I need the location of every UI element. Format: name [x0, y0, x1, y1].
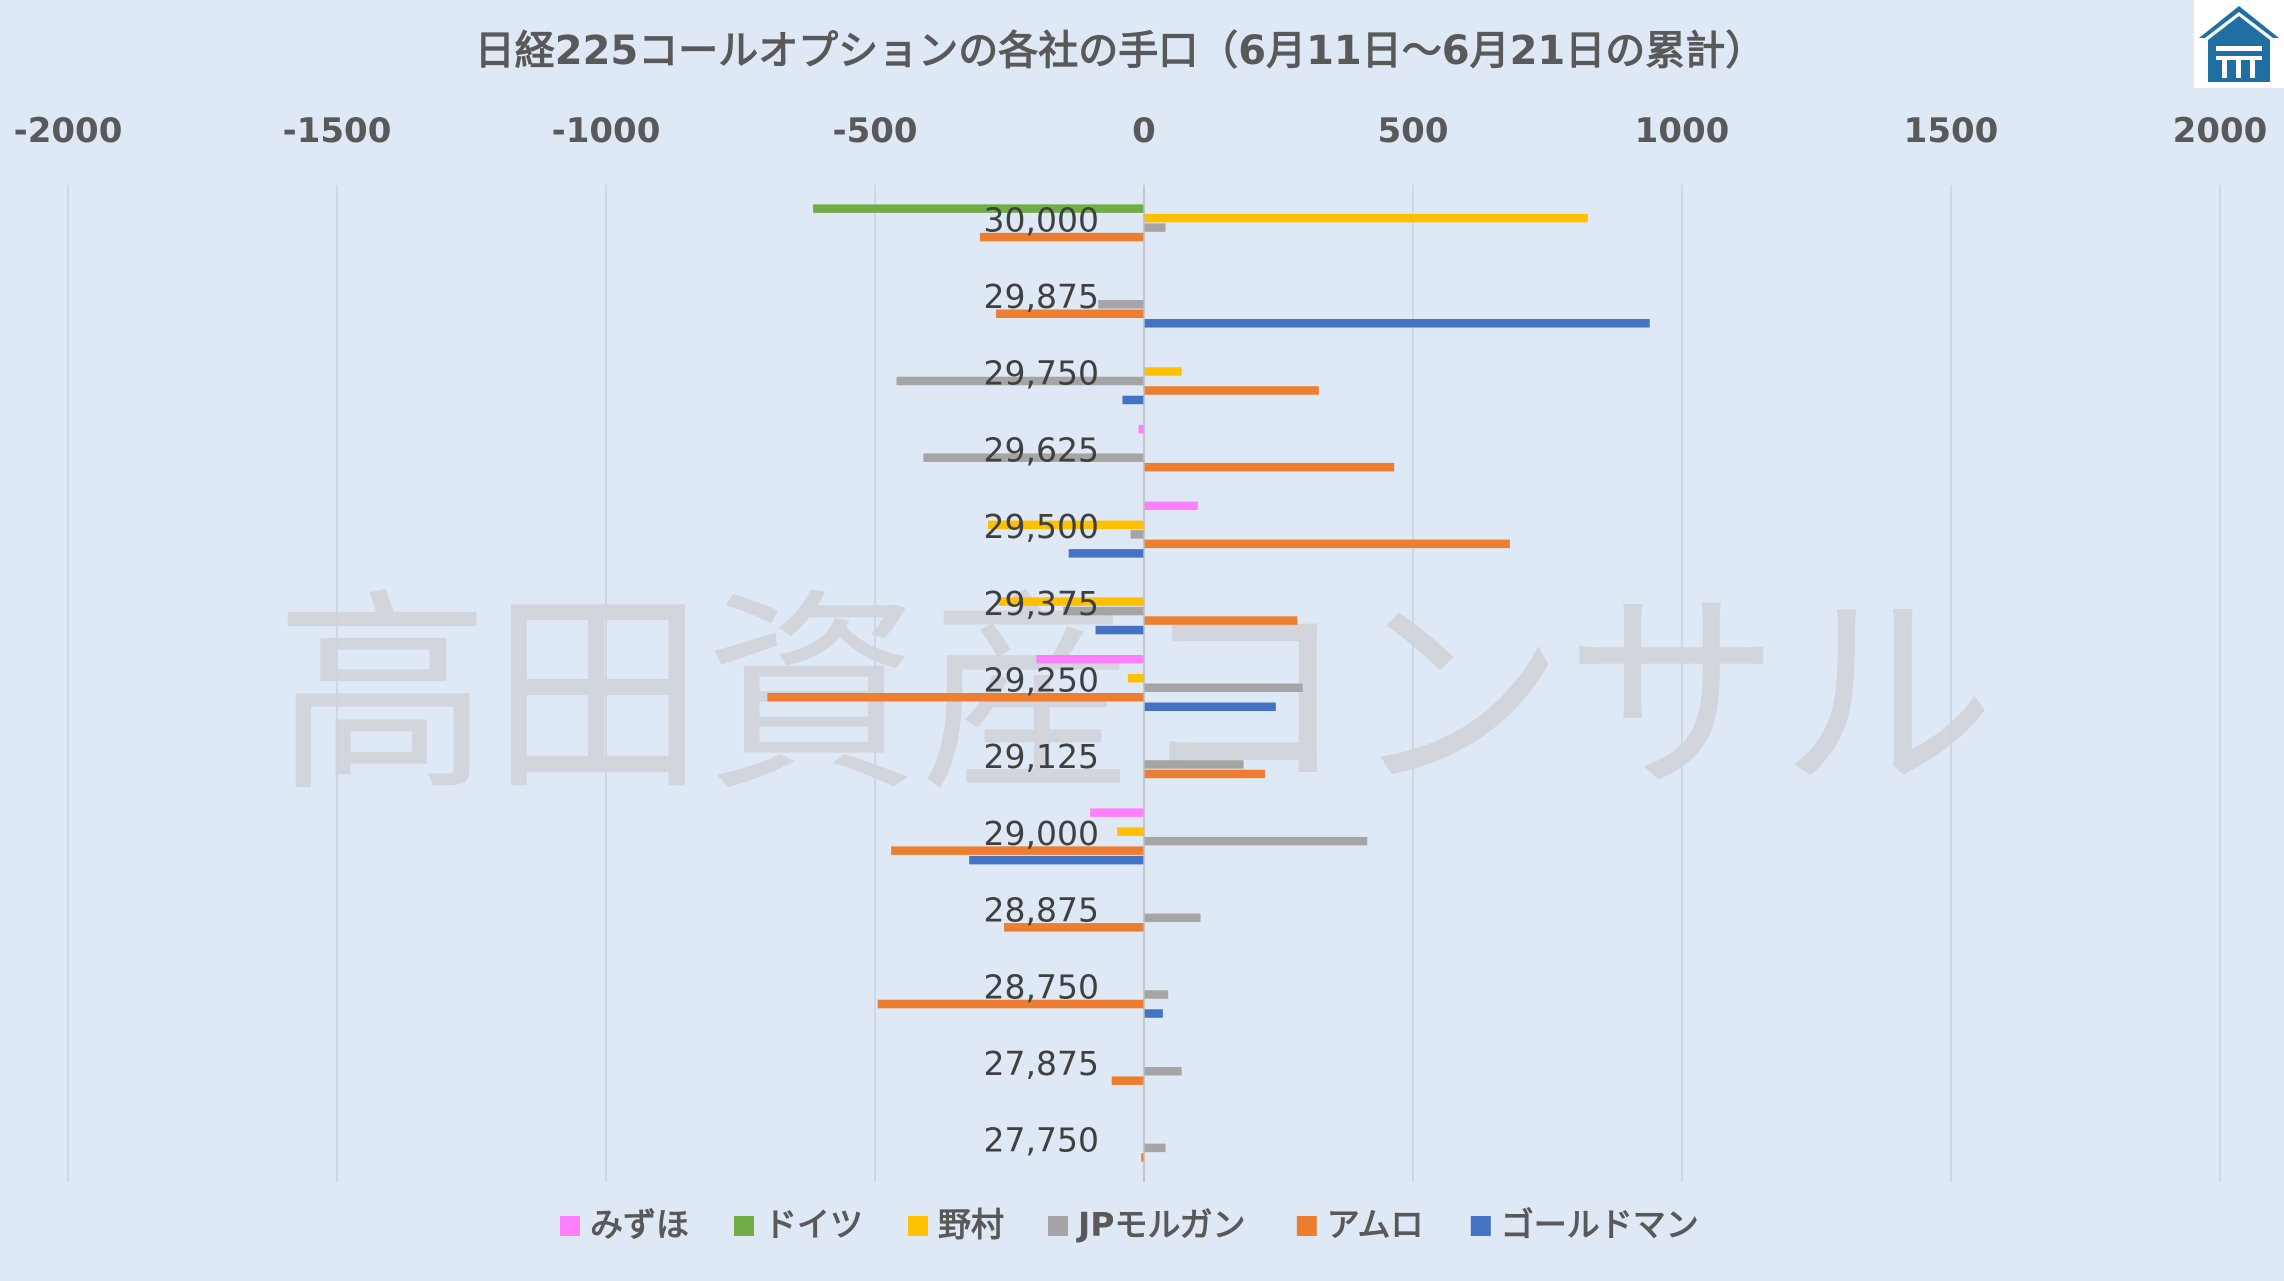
category-label: 29,875	[984, 277, 1099, 316]
x-tick-label: -1000	[552, 111, 661, 151]
x-tick-label: 500	[1378, 111, 1449, 151]
bar	[1144, 319, 1650, 328]
bar	[1130, 530, 1144, 539]
bar	[1098, 300, 1144, 309]
category-label: 29,375	[984, 584, 1099, 623]
bar	[1111, 1076, 1144, 1085]
legend-label: アムロ	[1327, 1205, 1424, 1244]
legend-swatch	[1296, 1216, 1317, 1236]
legend-swatch	[1048, 1216, 1068, 1236]
bar	[987, 520, 1144, 530]
bar	[896, 376, 1144, 386]
bar	[979, 232, 1144, 242]
legend-label: ゴールドマン	[1501, 1205, 1699, 1244]
bar	[1144, 1143, 1166, 1153]
x-tick-label: 1500	[1904, 111, 1999, 151]
bar	[1144, 990, 1169, 999]
category-label: 29,625	[984, 430, 1099, 469]
bar	[1144, 616, 1298, 625]
bar	[1144, 836, 1368, 846]
bar	[1127, 674, 1144, 683]
legend-label: みずほ	[590, 1205, 689, 1244]
x-tick-label: 1000	[1635, 111, 1730, 151]
bar	[1138, 424, 1144, 434]
category-label: 30,000	[984, 200, 1099, 239]
legend-swatch	[560, 1216, 580, 1236]
category-label: 29,000	[984, 814, 1099, 853]
legend-label: 野村	[938, 1205, 1004, 1244]
bar	[1063, 606, 1144, 616]
legend-label: ドイツ	[764, 1205, 863, 1244]
bar	[1141, 1153, 1144, 1162]
bar	[767, 693, 1144, 702]
bar	[1144, 539, 1510, 549]
category-label: 29,250	[984, 661, 1099, 700]
bar	[1090, 808, 1144, 817]
bar	[1144, 386, 1319, 395]
x-tick-label: -2000	[14, 111, 123, 151]
legend-swatch	[908, 1216, 928, 1236]
category-label: 28,750	[984, 967, 1099, 1006]
bar	[923, 453, 1144, 462]
legend-label: JPモルガン	[1076, 1205, 1245, 1244]
bar	[1144, 760, 1244, 769]
category-label: 29,750	[984, 354, 1099, 393]
bar	[969, 855, 1144, 865]
bar	[1144, 683, 1303, 692]
bar	[877, 999, 1144, 1009]
bar	[1144, 1066, 1182, 1076]
bar	[1117, 827, 1144, 836]
bar	[1144, 702, 1276, 711]
bar	[998, 597, 1144, 606]
bar	[1144, 769, 1266, 779]
chart-title: 日経225コールオプションの各社の手口（6月11日～6月21日の累計）	[475, 28, 1766, 74]
category-label: 27,875	[984, 1044, 1099, 1083]
bar	[1144, 462, 1395, 472]
bar	[1144, 223, 1166, 232]
bar	[1068, 549, 1144, 558]
bar	[1122, 395, 1144, 405]
category-label: 27,750	[984, 1121, 1099, 1160]
bar	[1144, 501, 1198, 511]
bar	[1004, 923, 1144, 932]
legend-swatch	[1470, 1216, 1491, 1236]
bar	[891, 846, 1144, 855]
bar	[1144, 913, 1201, 923]
x-tick-label: -500	[832, 111, 917, 151]
category-label: 29,500	[984, 507, 1099, 546]
logo-house-icon	[2194, 0, 2284, 88]
x-tick-label: -1500	[283, 111, 392, 151]
bar	[813, 204, 1144, 213]
x-tick-label: 0	[1132, 111, 1156, 151]
x-tick-label: 2000	[2173, 111, 2268, 151]
category-label: 29,125	[984, 737, 1099, 776]
bar	[1095, 625, 1144, 635]
legend-swatch	[734, 1216, 754, 1236]
bar	[1144, 213, 1588, 223]
bar	[996, 309, 1144, 319]
bar	[1144, 1009, 1163, 1018]
bar	[1036, 655, 1144, 664]
category-label: 28,875	[984, 891, 1099, 930]
bar	[1144, 367, 1182, 376]
